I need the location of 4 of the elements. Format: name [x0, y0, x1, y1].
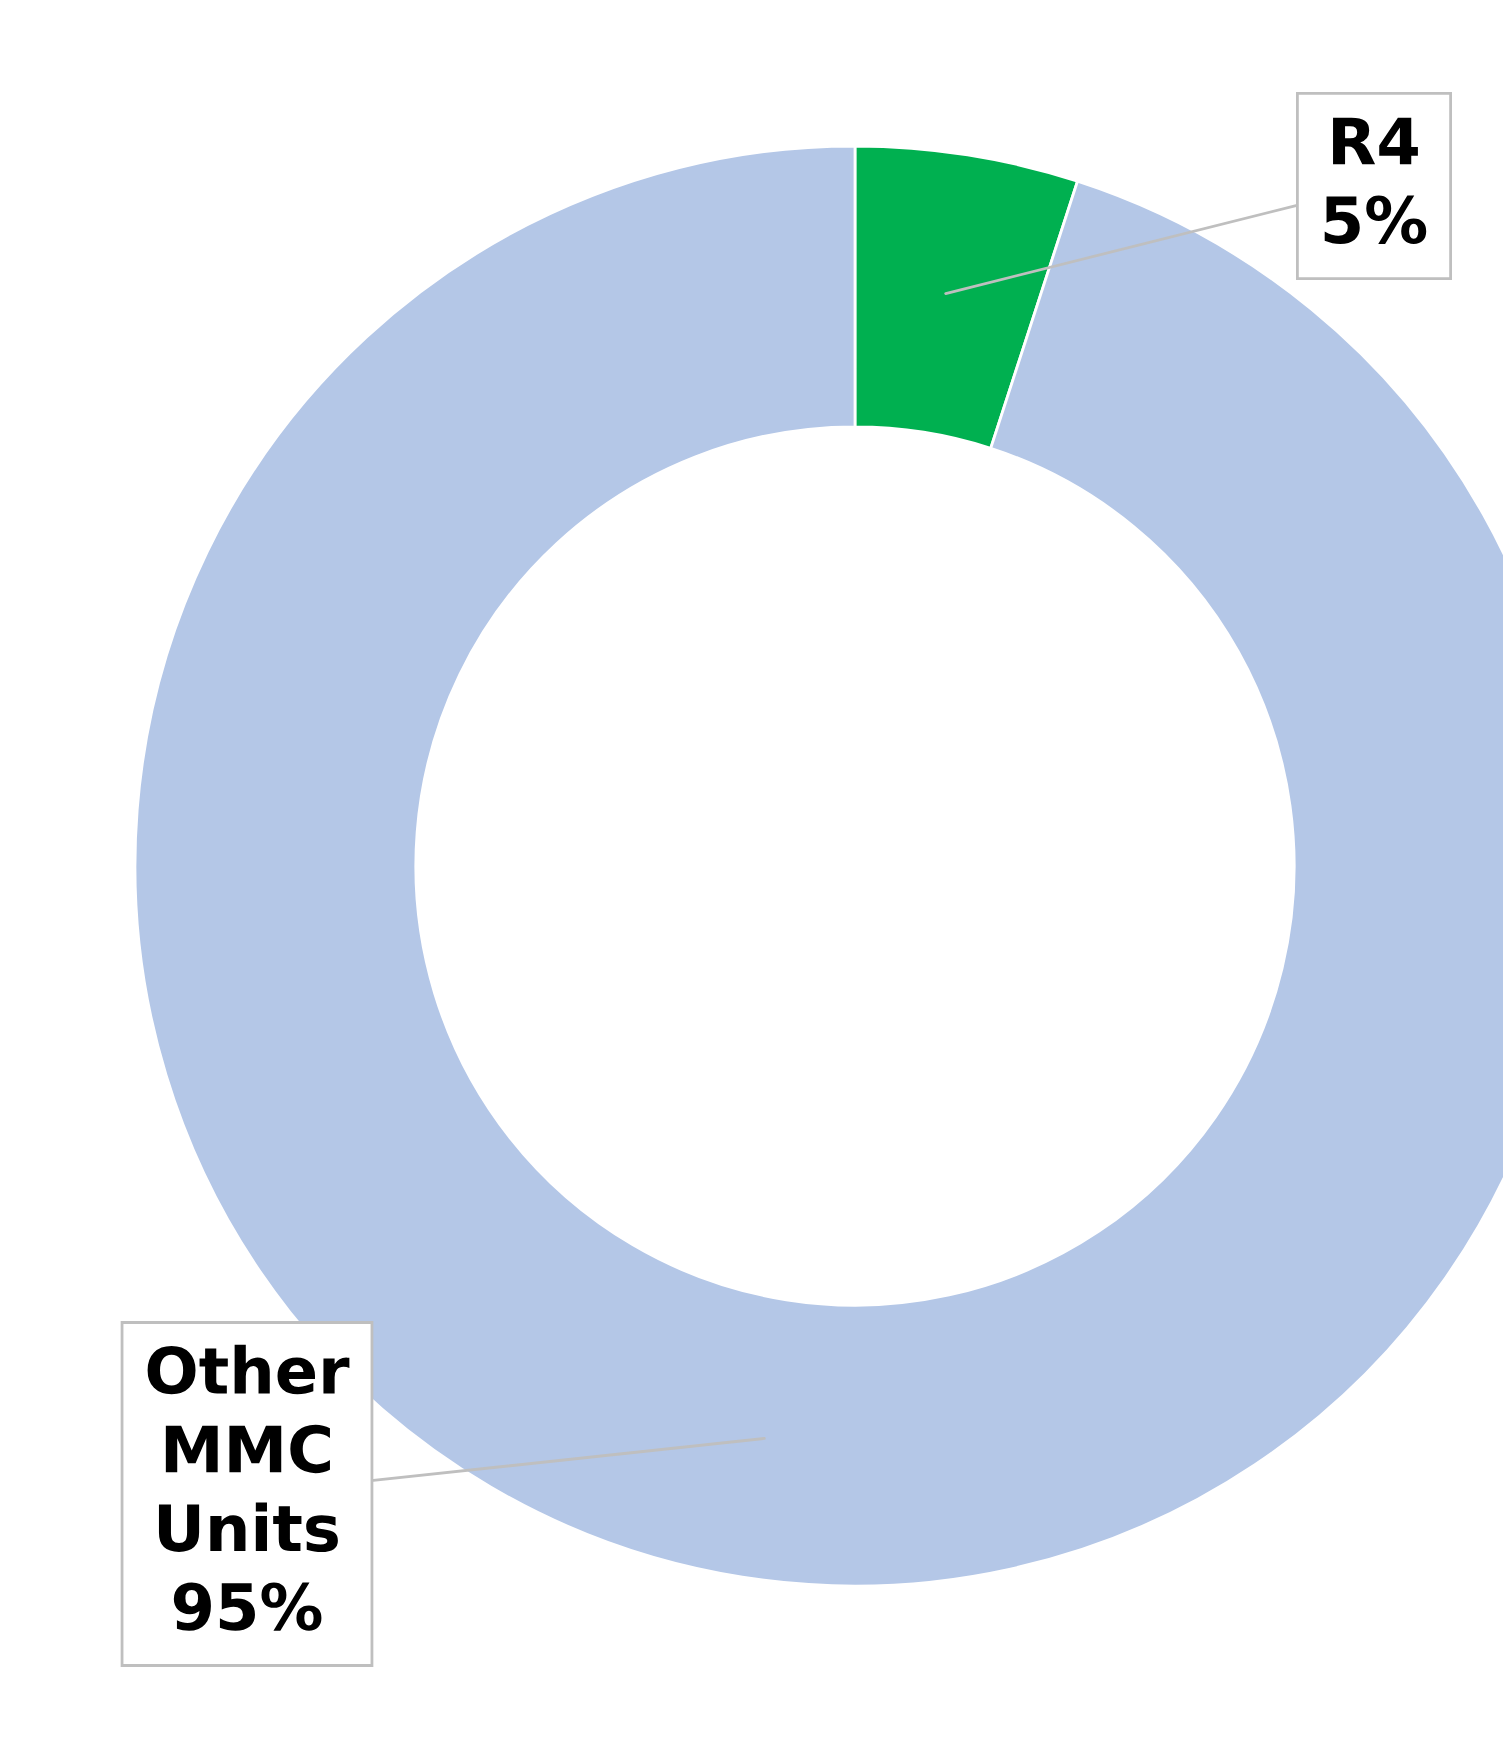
- slice-label: Other MMC Units: [147, 1344, 350, 1552]
- slice-label: R4: [1333, 117, 1418, 165]
- data-label: 95%: [173, 1582, 322, 1631]
- data-label: 5%: [1324, 195, 1427, 244]
